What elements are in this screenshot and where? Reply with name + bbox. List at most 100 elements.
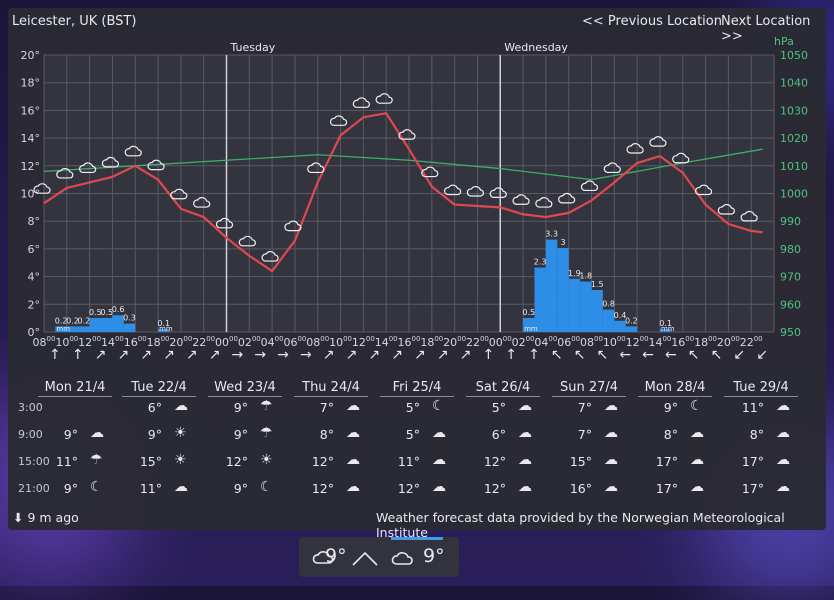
weather-curve-icon — [466, 185, 484, 197]
day-header-underline — [208, 396, 282, 397]
hour-tick-label: 2000 — [717, 335, 740, 349]
chevron-up-icon[interactable] — [351, 547, 379, 567]
forecast-weather-icon: ☁ — [518, 479, 532, 495]
taskbar-weather-widget[interactable]: 9° 9° — [299, 537, 459, 577]
weather-curve-icon — [238, 235, 256, 247]
forecast-weather-icon: ☁ — [174, 479, 188, 495]
weather-curve-icon — [193, 197, 211, 208]
wind-arrow-icon: ↗ — [459, 347, 472, 363]
download-arrow-icon: ⬇ — [13, 510, 24, 525]
hour-tick-label: 0000 — [489, 335, 512, 349]
wind-arrow-icon: ↗ — [345, 347, 358, 363]
wind-arrow-icon: ↗ — [436, 347, 449, 363]
forecast-weather-icon: ☁ — [604, 398, 618, 414]
taskbar-right-temp: 9° — [423, 545, 445, 567]
temp-tick-label: 20° — [21, 49, 41, 62]
forecast-temp: 8° — [663, 427, 678, 442]
precip-value-label: 1.9 — [568, 269, 581, 278]
precip-bar — [545, 239, 558, 332]
forecast-weather-icon: ☁ — [518, 425, 532, 441]
forecast-temp: 12° — [483, 454, 506, 469]
weather-curve-icon — [307, 162, 325, 174]
wind-arrow-icon: → — [277, 347, 289, 363]
precip-bar — [568, 278, 581, 332]
temp-tick-label: 4° — [28, 271, 41, 284]
hour-tick-label: 0400 — [261, 335, 284, 349]
precip-bar — [614, 320, 626, 332]
forecast-temp: 9° — [233, 400, 248, 415]
forecast-day-header: Wed 23/4 — [214, 380, 276, 395]
precip-bar — [602, 309, 615, 332]
forecast-weather-icon: ☁ — [346, 425, 360, 441]
forecast-weather-icon: ☁ — [432, 452, 446, 468]
hour-tick-label: 2000 — [443, 335, 466, 349]
hour-tick-label: 2000 — [169, 335, 192, 349]
wind-arrow-icon: ↖ — [710, 347, 723, 363]
hour-tick-label: 0200 — [238, 335, 261, 349]
precip-unit-label: mm — [159, 325, 173, 333]
forecast-weather-icon: ☁ — [776, 479, 790, 495]
forecast-temp: 5° — [405, 427, 420, 442]
hour-tick-label: 0600 — [557, 335, 580, 349]
wind-arrow-icon: ↗ — [117, 347, 130, 363]
hour-tick-label: 1200 — [626, 335, 649, 349]
precip-value-label: 0.2 — [78, 316, 91, 325]
forecast-temp: 12° — [397, 481, 420, 496]
next-location-link[interactable]: Next Location >> — [721, 14, 811, 44]
precip-value-label: 0.5 — [100, 308, 113, 317]
hour-tick-label: 1200 — [78, 335, 101, 349]
weather-curve-icon — [626, 143, 644, 154]
forecast-temp: 11° — [397, 454, 420, 469]
hour-tick-label: 1600 — [398, 335, 421, 349]
wind-arrow-icon: ← — [619, 347, 632, 363]
temp-tick-label: 6° — [28, 243, 41, 256]
previous-location-link[interactable]: << Previous Location — [582, 14, 722, 29]
forecast-day-header: Mon 21/4 — [44, 380, 106, 395]
hour-tick-label: 1400 — [648, 335, 671, 349]
wind-arrow-icon: → — [299, 347, 312, 363]
precip-bar — [112, 315, 124, 332]
forecast-weather-icon: ☀ — [260, 452, 273, 468]
forecast-temp: 17° — [655, 454, 678, 469]
hour-tick-label: 1000 — [603, 335, 626, 349]
hour-tick-label: 1800 — [420, 335, 443, 349]
forecast-weather-icon: ☁ — [690, 425, 704, 441]
weather-curve-icon — [33, 183, 51, 194]
hour-tick-label: 0800 — [33, 335, 56, 349]
weather-curve-icon — [535, 197, 553, 208]
precip-bar — [101, 318, 113, 332]
forecast-day-header: Fri 25/4 — [392, 380, 442, 395]
active-indicator — [391, 537, 443, 540]
forecast-weather-icon: ☂ — [260, 398, 273, 414]
temp-tick-label: 0° — [28, 326, 41, 339]
hour-tick-label: 1600 — [671, 335, 694, 349]
precip-bar — [89, 318, 102, 332]
forecast-weather-icon: ☁ — [346, 452, 360, 468]
temp-tick-label: 18° — [21, 77, 41, 90]
precip-bar — [557, 248, 569, 332]
forecast-day-header: Thu 24/4 — [302, 380, 360, 395]
forecast-temp: 17° — [741, 481, 764, 496]
wind-arrow-icon: ↗ — [391, 347, 403, 363]
pressure-line — [43, 148, 763, 181]
weather-curve-icon — [352, 97, 370, 108]
pressure-tick-label: 980 — [780, 243, 801, 256]
weather-curve-icon — [170, 188, 188, 200]
forecast-temp: 17° — [741, 454, 764, 469]
forecast-temp: 7° — [577, 427, 592, 442]
wind-arrow-icon: ↗ — [414, 347, 426, 363]
wind-arrow-icon: ↗ — [94, 347, 107, 363]
forecast-temp: 9° — [663, 400, 678, 415]
day-header-underline — [38, 396, 112, 397]
weather-curve-icon — [694, 184, 713, 196]
forecast-weather-icon: ☁ — [776, 425, 790, 441]
precip-value-label: 0.3 — [123, 314, 136, 323]
pressure-tick-label: 990 — [780, 215, 801, 228]
wind-arrow-icon: → — [231, 347, 244, 363]
forecast-temp: 11° — [139, 481, 162, 496]
wind-arrow-icon: ↖ — [550, 347, 563, 363]
forecast-temp: 5° — [405, 400, 420, 415]
wind-arrow-icon: ↑ — [528, 347, 540, 363]
forecast-temp: 8° — [319, 427, 334, 442]
meteogram-chart: 0° 2° 4° 6° 8° 10° 12° 14° 16° 18° 20° 950 960 970 980… — [21, 35, 809, 349]
